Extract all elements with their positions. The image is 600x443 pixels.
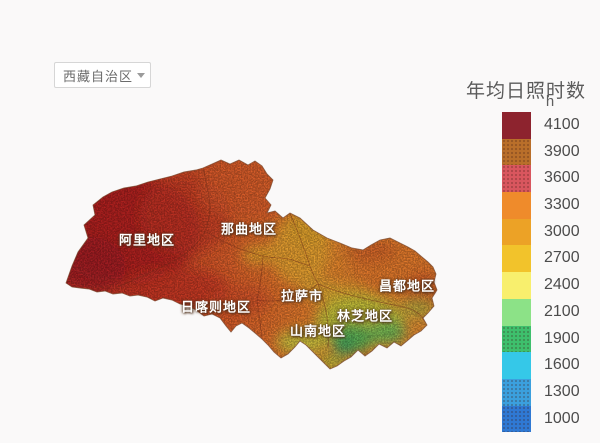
legend-title: 年均日照时数 bbox=[466, 81, 587, 102]
legend-swatch bbox=[502, 112, 531, 139]
legend-item[interactable]: 2100 bbox=[502, 298, 580, 326]
map-region-label-shigatse[interactable]: 日喀则地区 bbox=[180, 299, 252, 315]
legend-swatch bbox=[502, 272, 531, 299]
legend-swatch bbox=[502, 218, 531, 246]
legend-label: 1900 bbox=[544, 329, 580, 347]
legend-swatch bbox=[502, 138, 531, 166]
legend-swatch bbox=[502, 245, 531, 273]
legend-label: 3600 bbox=[544, 169, 580, 187]
legend-swatch bbox=[502, 352, 531, 379]
legend-label: 2100 bbox=[544, 302, 580, 320]
legend-swatch bbox=[502, 298, 531, 326]
legend-label: 3900 bbox=[544, 142, 580, 160]
legend-item[interactable]: 1000 bbox=[502, 405, 580, 433]
legend-unit: h bbox=[545, 93, 555, 110]
map-region-label-lhasa[interactable]: 拉萨市 bbox=[280, 288, 324, 304]
chevron-down-icon bbox=[137, 72, 146, 78]
legend-swatch bbox=[502, 325, 531, 353]
map-region-label-ngari[interactable]: 阿里地区 bbox=[118, 232, 176, 248]
legend-label: 1600 bbox=[544, 356, 580, 374]
legend-label: 2700 bbox=[544, 249, 580, 267]
legend-item[interactable]: 4100 bbox=[502, 112, 580, 139]
legend-item[interactable]: 3000 bbox=[502, 218, 580, 246]
legend-item[interactable]: 1600 bbox=[502, 352, 580, 379]
legend-item[interactable]: 1900 bbox=[502, 325, 580, 353]
legend-item[interactable]: 3300 bbox=[502, 192, 580, 219]
legend-label: 3300 bbox=[544, 196, 580, 214]
region-selector-value: 西藏自治区 bbox=[63, 68, 134, 84]
legend-swatch bbox=[502, 165, 531, 193]
legend-label: 1300 bbox=[544, 382, 580, 400]
legend-label: 1000 bbox=[544, 409, 580, 427]
legend-item[interactable]: 3900 bbox=[502, 138, 580, 166]
legend-label: 4100 bbox=[544, 116, 580, 133]
legend-label: 2400 bbox=[544, 276, 580, 294]
legend-swatch bbox=[502, 192, 531, 219]
visualmap-legend: 4100 3900 3600 3300 3000 2700 2400 2100 bbox=[502, 112, 580, 433]
legend-swatch bbox=[502, 405, 531, 433]
legend-label: 3000 bbox=[544, 222, 580, 240]
legend-item[interactable]: 2400 bbox=[502, 272, 580, 299]
region-selector-dropdown[interactable]: 西藏自治区 bbox=[54, 62, 151, 88]
legend-item[interactable]: 1300 bbox=[502, 378, 580, 406]
map-region-label-nyingchi[interactable]: 林芝地区 bbox=[336, 308, 394, 324]
map-region-label-nagqu[interactable]: 那曲地区 bbox=[220, 221, 278, 237]
legend-item[interactable]: 2700 bbox=[502, 245, 580, 273]
legend-item[interactable]: 3600 bbox=[502, 165, 580, 193]
map-region-label-chamdo[interactable]: 昌都地区 bbox=[378, 278, 436, 294]
legend-swatch bbox=[502, 378, 531, 406]
map-region-label-shannan[interactable]: 山南地区 bbox=[289, 323, 347, 339]
